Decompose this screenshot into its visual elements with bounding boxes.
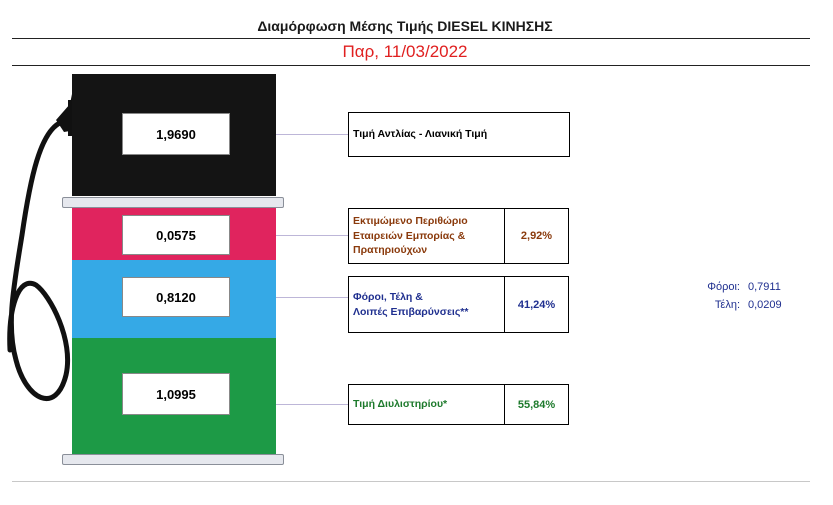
margin-percent: 2,92%	[504, 208, 569, 264]
refinery-percent: 55,84%	[504, 384, 569, 425]
margin-value: 0,0575	[122, 215, 230, 255]
margin-label-line-2: Εταιρειών Εμπορίας &	[353, 229, 466, 242]
margin-connector	[276, 235, 348, 236]
retail-label-text: Τιμή Αντλίας - Λιανική Τιμή	[353, 128, 488, 141]
refinery-label: Τιμή Διυλιστηρίου*	[348, 384, 505, 425]
margin-label-line-3: Πρατηριούχων	[353, 244, 428, 257]
taxes-label-line-1: Φόροι, Τέλη &	[353, 290, 423, 303]
taxes-percent: 41,24%	[504, 276, 569, 333]
refinery-connector	[276, 404, 348, 405]
retail-label: Τιμή Αντλίας - Λιανική Τιμή	[348, 112, 570, 157]
pump-divider-cap	[62, 197, 284, 208]
taxes-breakdown-value: 0,7911	[748, 281, 781, 293]
taxes-connector	[276, 297, 348, 298]
fees-breakdown-label: Τέλη:	[714, 299, 740, 311]
taxes-label-line-2: Λοιπές Επιβαρύνσεις**	[353, 305, 469, 318]
footer-divider	[12, 481, 810, 482]
chart-title: Διαμόρφωση Μέσης Τιμής DIESEL ΚΙΝΗΣΗΣ	[257, 18, 553, 34]
taxes-breakdown-label: Φόροι:	[707, 281, 740, 293]
taxes-value: 0,8120	[122, 277, 230, 317]
tax-breakdown-taxes: Φόροι: 0,7911	[694, 281, 781, 293]
date-divider	[12, 65, 810, 66]
retail-value: 1,9690	[122, 113, 230, 155]
date-label: Παρ, 11/03/2022	[342, 42, 468, 61]
fees-breakdown-value: 0,0209	[748, 299, 782, 311]
refinery-value: 1,0995	[122, 373, 230, 415]
refinery-label-text: Τιμή Διυλιστηρίου*	[353, 398, 448, 411]
taxes-label: Φόροι, Τέλη & Λοιπές Επιβαρύνσεις**	[348, 276, 505, 333]
title-divider	[12, 38, 810, 39]
retail-connector	[276, 134, 348, 135]
margin-label-line-1: Εκτιμώμενο Περιθώριο	[353, 214, 468, 227]
tax-breakdown-fees: Τέλη: 0,0209	[694, 299, 782, 311]
pump-base-cap	[62, 454, 284, 465]
margin-label: Εκτιμώμενο Περιθώριο Εταιρειών Εμπορίας …	[348, 208, 505, 264]
